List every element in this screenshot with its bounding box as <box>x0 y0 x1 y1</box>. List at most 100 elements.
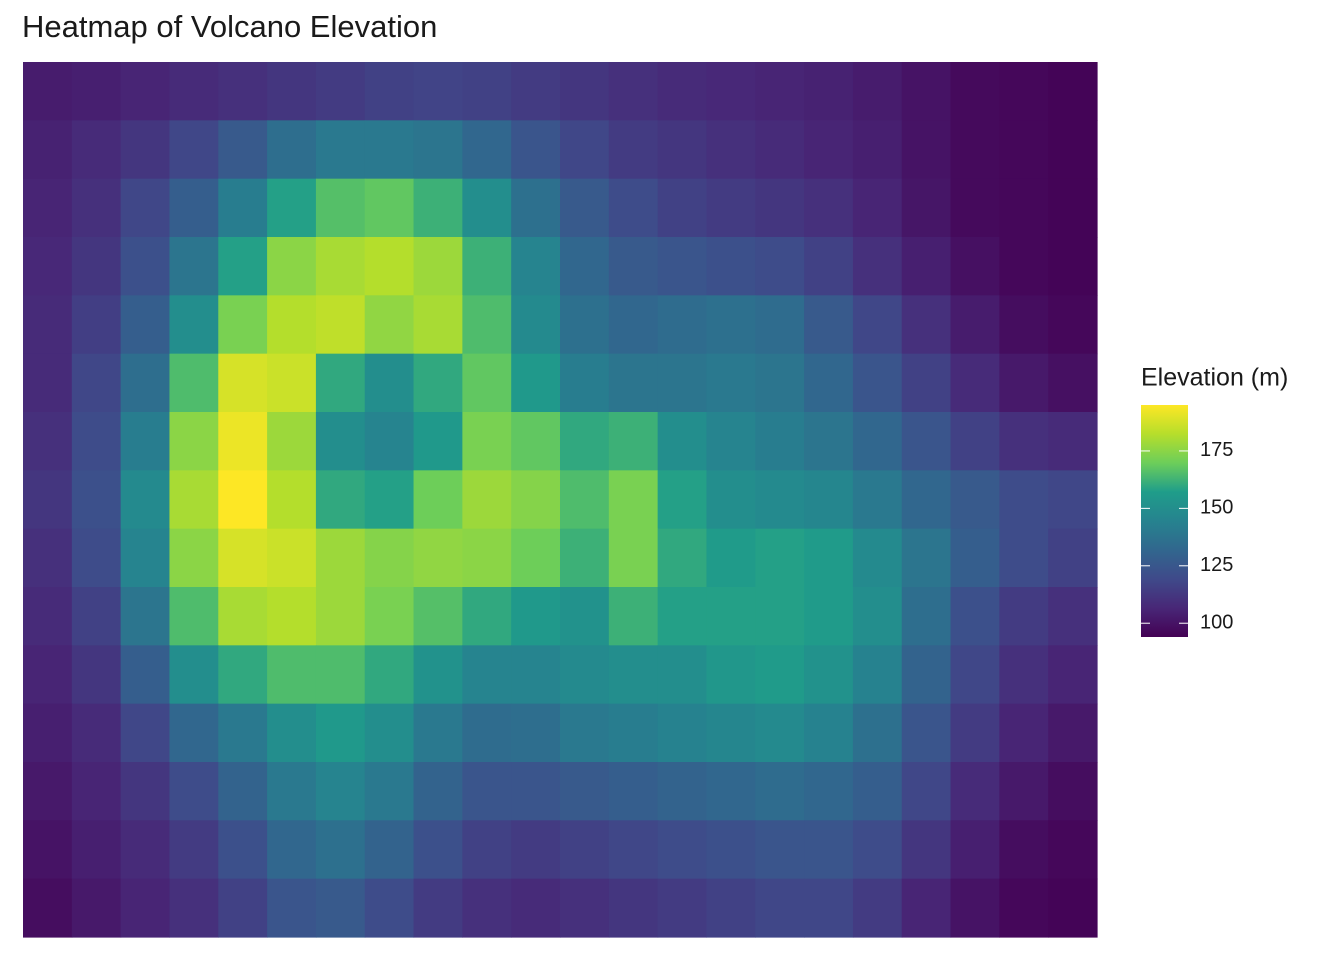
heatmap-cell <box>462 645 512 705</box>
heatmap-cell <box>364 470 415 530</box>
heatmap-cell <box>315 820 366 880</box>
heatmap-cell <box>804 762 854 821</box>
heatmap-cell <box>218 353 268 413</box>
heatmap-cell <box>1048 762 1098 821</box>
heatmap-cell <box>755 820 805 880</box>
heatmap-cell <box>169 470 219 530</box>
heatmap-cell <box>71 645 122 705</box>
heatmap-cell <box>511 762 561 821</box>
heatmap-cell <box>315 470 366 530</box>
heatmap-cell <box>218 470 268 530</box>
heatmap-cell <box>999 470 1049 530</box>
heatmap-cell <box>267 412 317 471</box>
heatmap-cell <box>218 878 268 938</box>
heatmap-cell <box>901 237 952 296</box>
heatmap-cell <box>23 353 73 413</box>
heatmap-cell <box>169 878 219 938</box>
heatmap-cell <box>71 703 122 763</box>
heatmap-cell <box>852 645 903 705</box>
heatmap-cell <box>755 295 805 355</box>
heatmap-cell <box>901 120 952 180</box>
heatmap-cell <box>706 120 756 180</box>
heatmap-cell <box>120 762 171 821</box>
heatmap-cell <box>1048 703 1098 763</box>
heatmap-cell <box>267 295 317 355</box>
colorbar-tick-label: 125 <box>1200 554 1233 576</box>
heatmap-cell <box>804 62 854 121</box>
legend-title: Elevation (m) <box>1141 364 1288 392</box>
heatmap-cell <box>950 762 1000 821</box>
heatmap-cell <box>657 645 708 705</box>
heatmap-cell <box>901 62 952 121</box>
heatmap-cell <box>315 412 366 471</box>
heatmap-cell <box>267 878 317 938</box>
heatmap-cell <box>804 178 854 238</box>
heatmap-cell <box>23 820 73 880</box>
heatmap-cell <box>999 645 1049 705</box>
heatmap-cell <box>120 295 171 355</box>
heatmap-cell <box>755 762 805 821</box>
heatmap-cell <box>120 528 171 588</box>
heatmap-cell <box>1048 353 1098 413</box>
heatmap-cell <box>950 587 1000 646</box>
heatmap-cell <box>315 645 366 705</box>
heatmap-cell <box>608 645 659 705</box>
heatmap-cell <box>218 62 268 121</box>
heatmap-cell <box>560 237 610 296</box>
heatmap-cell <box>169 528 219 588</box>
heatmap-cell <box>169 62 219 121</box>
heatmap-cell <box>364 820 415 880</box>
heatmap-cell <box>364 353 415 413</box>
heatmap-cell <box>755 528 805 588</box>
heatmap-cell <box>364 237 415 296</box>
heatmap-cell <box>315 237 366 296</box>
heatmap-cell <box>706 587 756 646</box>
heatmap-cell <box>755 645 805 705</box>
colorbar <box>1141 405 1188 637</box>
heatmap-cell <box>560 412 610 471</box>
heatmap-cell <box>608 237 659 296</box>
heatmap-cell <box>23 62 73 121</box>
heatmap-cell <box>23 528 73 588</box>
heatmap-cell <box>608 878 659 938</box>
heatmap-cell <box>120 470 171 530</box>
heatmap-cell <box>364 120 415 180</box>
heatmap-cell <box>999 178 1049 238</box>
heatmap-cell <box>755 178 805 238</box>
heatmap-cell <box>999 353 1049 413</box>
heatmap-cell <box>804 645 854 705</box>
heatmap-cell <box>462 762 512 821</box>
heatmap-cell <box>23 120 73 180</box>
heatmap-cell <box>901 762 952 821</box>
heatmap-cell <box>267 762 317 821</box>
heatmap-cell <box>413 820 463 880</box>
heatmap-cell <box>462 528 512 588</box>
heatmap-cell <box>706 353 756 413</box>
legend-ticks: 100 125 150 175 <box>1141 439 1233 633</box>
heatmap-cell <box>169 412 219 471</box>
colorbar-tick-label: 150 <box>1200 497 1233 519</box>
heatmap-cell <box>462 878 512 938</box>
heatmap-cell <box>608 120 659 180</box>
heatmap-cell <box>608 587 659 646</box>
heatmap-cell <box>218 820 268 880</box>
heatmap-cell <box>950 353 1000 413</box>
heatmap-cell <box>657 62 708 121</box>
heatmap-cell <box>413 62 463 121</box>
heatmap-cell <box>462 703 512 763</box>
heatmap-cell <box>218 120 268 180</box>
heatmap-cell <box>804 878 854 938</box>
heatmap-cell <box>852 295 903 355</box>
heatmap-cell <box>901 820 952 880</box>
heatmap-cell <box>1048 412 1098 471</box>
heatmap-cell <box>852 878 903 938</box>
heatmap-cell <box>999 412 1049 471</box>
heatmap-cell <box>901 470 952 530</box>
heatmap-cell <box>950 820 1000 880</box>
heatmap-cell <box>755 412 805 471</box>
heatmap-cell <box>706 878 756 938</box>
heatmap-cell <box>755 237 805 296</box>
heatmap-cell <box>267 470 317 530</box>
heatmap-cell <box>950 237 1000 296</box>
heatmap-cell <box>364 412 415 471</box>
